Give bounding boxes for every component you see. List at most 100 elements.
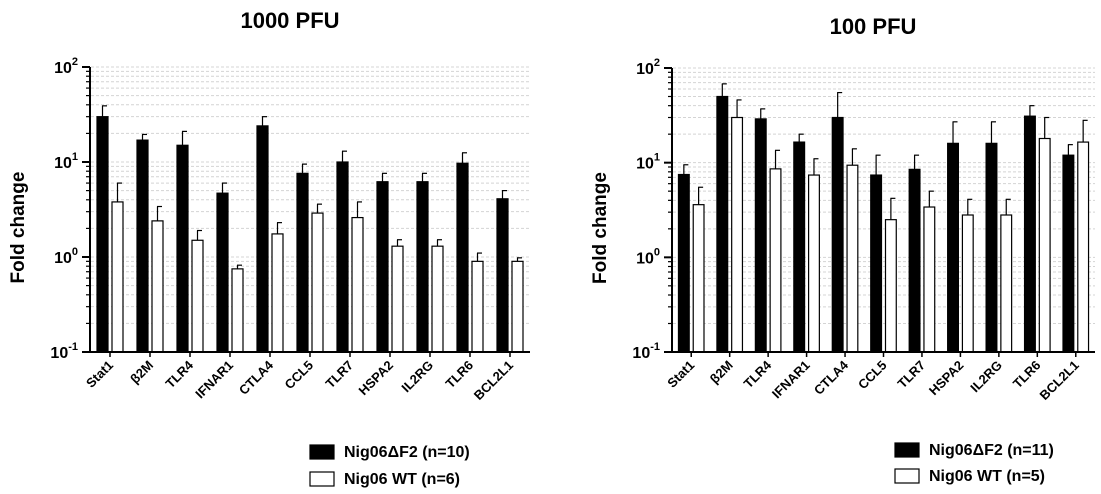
bar — [231, 268, 244, 353]
bars — [677, 83, 1090, 353]
chart-title: 100 PFU — [830, 14, 917, 39]
legend-label: Nig06 WT (n=5) — [929, 468, 1045, 485]
bar — [376, 181, 389, 353]
bar — [692, 204, 705, 353]
bar — [456, 162, 469, 353]
bar — [1023, 115, 1036, 353]
category-label: TLR6 — [1010, 358, 1044, 392]
y-tick-label: 10-1 — [50, 341, 78, 362]
legend-label: Nig06ΔF2 (n=11) — [929, 442, 1054, 459]
category-label: HSPA2 — [926, 358, 967, 399]
bar — [1077, 141, 1090, 353]
y-tick-exponent: 1 — [654, 152, 660, 164]
bars — [96, 105, 524, 353]
legend-label: Nig06 WT (n=6) — [344, 471, 460, 488]
category-label: Stat1 — [83, 358, 116, 391]
y-tick-label: 100 — [54, 246, 78, 267]
legend: Nig06ΔF2 (n=10) Nig06 WT (n=6) — [309, 444, 470, 488]
category-label: BCL2L1 — [471, 358, 516, 403]
category-label: TLR4 — [163, 357, 197, 391]
bar — [216, 192, 229, 353]
bar — [296, 172, 309, 353]
bar — [923, 206, 936, 353]
bar — [1000, 214, 1013, 353]
bar — [256, 125, 269, 353]
y-tick-exponent: 2 — [72, 56, 78, 68]
y-tick-base: 10 — [636, 156, 654, 173]
bar — [136, 139, 149, 353]
y-tick-label: 101 — [54, 151, 78, 172]
y-tick-exponent: -1 — [68, 341, 78, 353]
category-label: TLR4 — [741, 357, 775, 391]
legend: Nig06ΔF2 (n=11) Nig06 WT (n=5) — [894, 442, 1054, 485]
category-label: IFNAR1 — [192, 358, 236, 402]
y-tick-base: 10 — [54, 250, 72, 267]
legend-label: Nig06ΔF2 (n=10) — [344, 444, 470, 461]
bar — [176, 144, 189, 353]
y-tick-base: 10 — [636, 250, 654, 267]
y-tick-exponent: 1 — [72, 151, 78, 163]
bar — [961, 214, 974, 353]
category-label: CCL5 — [855, 358, 890, 393]
bar — [431, 245, 444, 353]
bar — [311, 212, 324, 353]
bar — [391, 245, 404, 353]
category-label: TLR7 — [894, 358, 928, 392]
category-label: Stat1 — [664, 358, 697, 391]
bar — [511, 260, 524, 353]
bar — [351, 216, 364, 353]
y-tick-base: 10 — [632, 345, 650, 362]
chart-title: 1000 PFU — [240, 8, 339, 33]
category-label: β2M — [127, 358, 156, 387]
bar — [96, 116, 109, 353]
bar — [846, 164, 859, 353]
bar — [496, 198, 509, 353]
legend-swatch — [894, 468, 920, 484]
category-label: β2M — [707, 358, 736, 387]
y-tick-exponent: 2 — [654, 57, 660, 69]
y-tick-base: 10 — [636, 61, 654, 78]
bar — [807, 174, 820, 353]
bar — [985, 142, 998, 353]
y-tick-label: 101 — [636, 152, 660, 173]
category-label: CTLA4 — [236, 357, 277, 398]
category-label: IL2RG — [398, 358, 436, 396]
bar — [947, 142, 960, 353]
bar — [1062, 154, 1075, 353]
category-label: HSPA2 — [356, 358, 397, 399]
category-label: TLR7 — [323, 358, 357, 392]
bar — [870, 174, 883, 353]
y-tick-base: 10 — [54, 60, 72, 77]
bar — [831, 116, 844, 353]
bar — [677, 173, 690, 353]
legend-swatch — [309, 444, 335, 460]
y-axis-label: Fold change — [590, 172, 611, 284]
bar — [793, 141, 806, 353]
bar — [1038, 137, 1051, 353]
bar — [754, 118, 767, 353]
category-label: BCL2L1 — [1037, 358, 1082, 403]
legend-swatch — [309, 471, 335, 487]
bar — [151, 220, 164, 353]
bar — [769, 168, 782, 353]
category-label: TLR6 — [443, 358, 477, 392]
y-tick-base: 10 — [54, 155, 72, 172]
y-tick-exponent: -1 — [650, 341, 660, 353]
y-tick-exponent: 0 — [72, 246, 78, 258]
bar — [908, 168, 921, 353]
bar — [416, 181, 429, 353]
bar — [336, 161, 349, 353]
bar — [731, 116, 744, 353]
y-tick-label: 102 — [636, 57, 660, 78]
bar — [271, 233, 284, 353]
y-tick-exponent: 0 — [654, 246, 660, 258]
y-tick-label: 100 — [636, 246, 660, 267]
bar — [111, 201, 124, 353]
category-label: IFNAR1 — [769, 358, 813, 402]
